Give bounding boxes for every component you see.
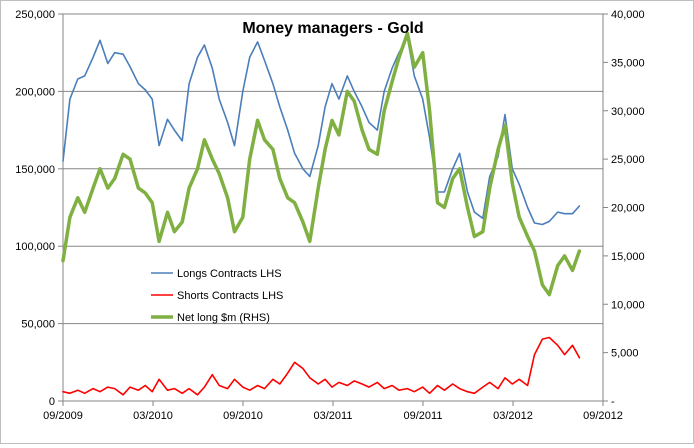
x-tick-label: 09/2010 — [223, 410, 263, 422]
chart-title: Money managers - Gold — [242, 20, 423, 37]
x-axis-ticks: 09/2009 03/2010 09/2010 03/2011 09/2011 03/20… — [43, 401, 623, 422]
x-tick-label: 03/2011 — [314, 410, 353, 422]
legend: Longs Contracts LHS Shorts Contracts LHS N… — [151, 268, 283, 324]
x-tick-label: 09/2009 — [43, 410, 83, 422]
right-tick-label: 15,000 — [611, 251, 645, 263]
gridlines — [63, 90, 603, 325]
plot-area — [62, 13, 604, 402]
right-tick-label: 10,000 — [611, 299, 645, 311]
x-tick-label: 03/2012 — [493, 410, 533, 422]
left-axis-ticks: 0 50,000 100,000 150,000 200,000 250,000 — [15, 9, 63, 408]
x-tick-label: 09/2012 — [583, 410, 623, 422]
right-tick-label: - — [611, 396, 615, 408]
right-tick-label: 25,000 — [611, 154, 645, 166]
x-tick-label: 09/2011 — [404, 410, 443, 422]
left-tick-label: 0 — [49, 396, 55, 408]
series-line-shorts-contracts-lhs — [62, 336, 581, 396]
left-tick-label: 50,000 — [21, 319, 55, 331]
legend-entry: Longs Contracts LHS — [177, 268, 282, 280]
right-tick-label: 5,000 — [611, 348, 639, 360]
right-tick-label: 20,000 — [611, 203, 645, 215]
series-layer — [61, 31, 582, 396]
left-tick-label: 100,000 — [15, 241, 55, 253]
right-axis-ticks: - 5,000 10,000 15,000 20,000 25,000 30,000 35,0… — [603, 9, 645, 408]
left-tick-label: 250,000 — [15, 9, 55, 21]
right-tick-label: 30,000 — [611, 106, 645, 118]
series-line-net-long-m-rhs — [61, 31, 582, 297]
legend-entry: Shorts Contracts LHS — [177, 290, 283, 302]
left-tick-label: 150,000 — [15, 164, 55, 176]
x-tick-label: 03/2010 — [133, 410, 173, 422]
right-tick-label: 35,000 — [611, 57, 645, 69]
legend-entry: Net long $m (RHS) — [177, 312, 270, 324]
left-tick-label: 200,000 — [15, 86, 55, 98]
right-tick-label: 40,000 — [611, 9, 645, 21]
